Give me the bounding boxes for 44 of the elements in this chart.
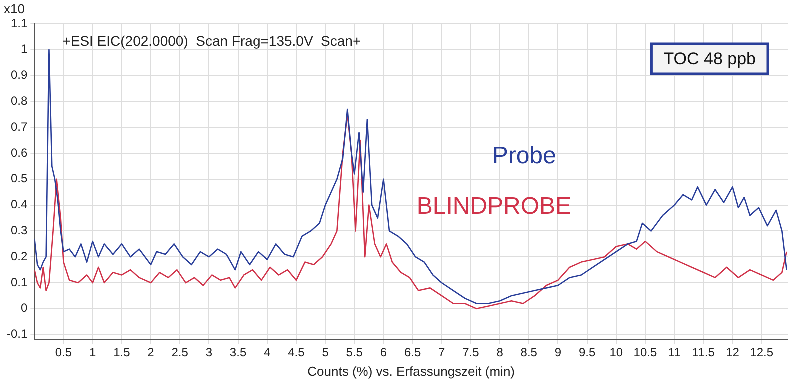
y-tick-label: -0.1 [6, 327, 28, 342]
y-tick-label: 1 [20, 42, 28, 56]
x-tick-label: 3.5 [230, 346, 247, 360]
x-tick-label: 12.5 [750, 346, 774, 360]
series-label: BLINDPROBE [416, 192, 572, 220]
x-tick-label: 11 [668, 346, 682, 360]
y-tick-label: 0.9 [10, 68, 28, 82]
x-tick-label: 3 [206, 346, 213, 360]
x-tick-label: 10.5 [634, 346, 658, 360]
x-tick-label: 2.5 [172, 346, 189, 360]
x-tick-label: 0.5 [55, 346, 72, 360]
x-axis-title: Counts (%) vs. Erfassungszeit (min) [308, 364, 516, 379]
y-tick-label: 0.2 [10, 249, 28, 264]
y-tick-label: 1.1 [10, 16, 28, 30]
x-tick-label: 11.5 [692, 346, 716, 360]
y-tick-label: 0.7 [10, 120, 28, 134]
text: Probe [492, 142, 556, 170]
x-tick-label: 1.5 [114, 346, 131, 360]
y-tick-label: 0.6 [10, 146, 28, 160]
x-tick-label: 6 [380, 346, 388, 360]
x-tick-label: 9.5 [578, 346, 596, 360]
x-tick-label: 7.5 [462, 346, 480, 360]
x-tick-label: 8 [496, 346, 504, 360]
y-tick-label: 0.1 [10, 275, 28, 290]
x-tick-label: 5 [322, 346, 330, 360]
x-tick-label: 1 [90, 346, 97, 360]
x-tick-label: 6.5 [404, 346, 422, 360]
y-tick-label: 0.5 [10, 172, 28, 186]
x-tick-label: 7 [438, 346, 446, 360]
y-axis-title: x10 [4, 2, 25, 17]
x-tick-label: 10 [610, 346, 624, 360]
x-tick-label: 12 [726, 346, 740, 360]
x-tick-label: 4.5 [288, 346, 306, 360]
x-tick-label: 5.5 [346, 346, 364, 360]
y-tick-label: 0.8 [10, 94, 28, 108]
y-tick-label: 0.4 [10, 198, 28, 212]
y-tick-label: 0.3 [10, 224, 28, 238]
x-tick-label: 2 [148, 346, 155, 360]
y-tick-label: 0 [20, 301, 28, 316]
x-tick-label: 9 [554, 346, 562, 360]
x-tick-label: 4 [264, 346, 272, 360]
annotation: +ESI EIC(202.0000) Scan Frag=135.0V Scan+ [62, 32, 362, 49]
x-tick-label: 8.5 [520, 346, 538, 360]
annotation: TOC 48 ppb [664, 50, 756, 69]
